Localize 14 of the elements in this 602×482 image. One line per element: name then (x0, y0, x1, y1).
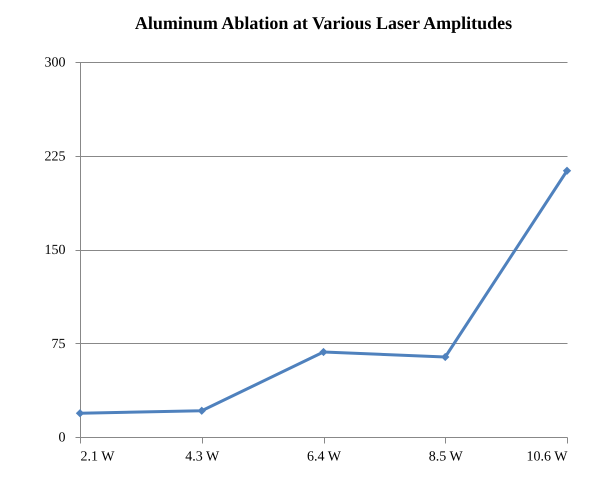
x-tick-label: 10.6 W (526, 450, 568, 464)
point (562, 166, 572, 175)
x-tick-label: 6.4 W (307, 450, 342, 464)
y-tick-label: 0 (58, 430, 66, 446)
y-tick-label: 225 (44, 149, 66, 164)
x-tick-label: 8.5 W (428, 450, 464, 464)
point (441, 352, 450, 362)
x-tick-label: 2.1 W (80, 450, 116, 464)
chart-title: Aluminum Ablation at Various Laser Amplitudes (134, 13, 512, 33)
x-tick-label: 4.3 W (185, 450, 220, 464)
y-tick-label: 75 (52, 336, 66, 352)
y-tick-label: 300 (44, 56, 66, 70)
point (198, 406, 206, 415)
y-tick-label: 150 (44, 243, 66, 258)
